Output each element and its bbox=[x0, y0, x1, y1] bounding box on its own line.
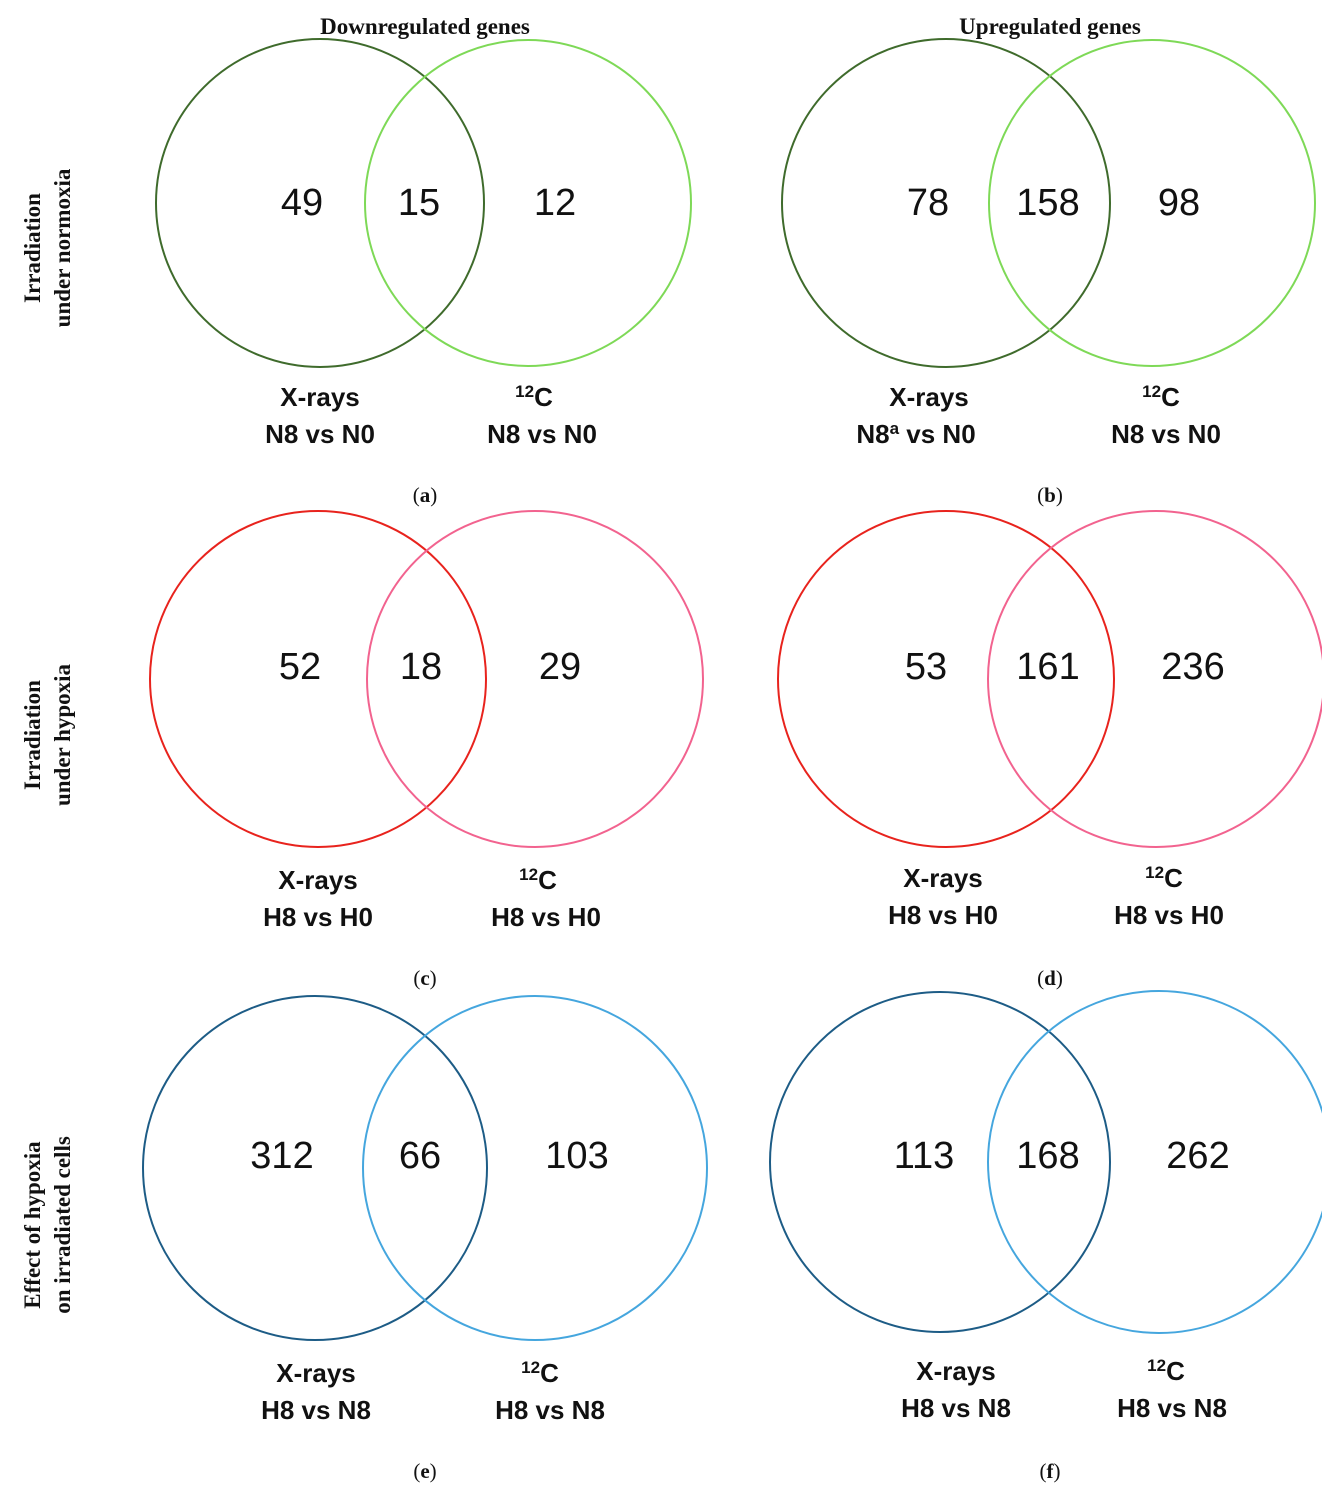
row-label-hypoxia-effect: Effect of hypoxia on irradiated cells bbox=[20, 1136, 75, 1314]
label-carbon-superscript: 12 bbox=[515, 382, 534, 401]
column-title-upregulated: Upregulated genes bbox=[959, 14, 1141, 39]
venn-circle-xrays bbox=[149, 510, 487, 848]
count-carbon-only: 236 bbox=[1161, 646, 1224, 688]
venn-circle-carbon bbox=[366, 510, 704, 848]
label-carbon-superscript: 12 bbox=[521, 1358, 540, 1377]
label-xrays-comparison: H8 vs H0 bbox=[888, 900, 998, 930]
label-xrays-superscript: a bbox=[890, 419, 900, 438]
label-carbon-superscript: 12 bbox=[1142, 382, 1161, 401]
label-xrays: X-rays bbox=[889, 382, 969, 412]
label-carbon: 12C bbox=[1142, 382, 1180, 412]
count-xrays-only: 53 bbox=[905, 646, 947, 688]
label-carbon-comparison: H8 vs N8 bbox=[495, 1395, 605, 1425]
count-overlap: 161 bbox=[1016, 646, 1079, 688]
count-overlap: 15 bbox=[398, 182, 440, 224]
panel-letter-a: (a) bbox=[413, 483, 438, 507]
label-carbon: 12C bbox=[515, 382, 553, 412]
venn-circle-carbon bbox=[362, 995, 708, 1341]
venn-panel-a: 49 15 12 X-rays N8 vs N0 12C N8 vs N0 (a… bbox=[155, 38, 692, 507]
label-xrays: X-rays bbox=[276, 1358, 356, 1388]
row-label-hypoxia-line1: Irradiation bbox=[20, 680, 45, 790]
count-xrays-only: 49 bbox=[281, 182, 323, 224]
label-carbon-superscript: 12 bbox=[1145, 863, 1164, 882]
venn-circle-carbon bbox=[364, 39, 692, 367]
venn-panel-f: 113 168 262 X-rays H8 vs N8 12C H8 vs N8… bbox=[769, 990, 1322, 1483]
count-carbon-only: 262 bbox=[1166, 1135, 1229, 1177]
venn-panel-b: 78 158 98 X-rays N8a vs N0 12C N8 vs N0 … bbox=[781, 38, 1316, 507]
label-carbon: 12C bbox=[519, 865, 557, 895]
label-carbon: 12C bbox=[1145, 863, 1183, 893]
panel-letter-b: (b) bbox=[1037, 483, 1063, 507]
label-carbon-comparison: H8 vs H0 bbox=[491, 902, 601, 932]
venn-panel-d: 53 161 236 X-rays H8 vs H0 12C H8 vs H0 … bbox=[777, 510, 1322, 990]
count-overlap: 168 bbox=[1016, 1135, 1079, 1177]
count-carbon-only: 12 bbox=[534, 182, 576, 224]
count-carbon-only: 103 bbox=[545, 1135, 608, 1177]
panel-letter-d: (d) bbox=[1037, 966, 1063, 990]
count-xrays-only: 78 bbox=[907, 182, 949, 224]
panel-letter-f: (f) bbox=[1040, 1459, 1061, 1483]
count-carbon-only: 98 bbox=[1158, 182, 1200, 224]
label-xrays: X-rays bbox=[278, 865, 358, 895]
label-carbon: 12C bbox=[521, 1358, 559, 1388]
column-title-downregulated: Downregulated genes bbox=[320, 14, 530, 39]
count-overlap: 158 bbox=[1016, 182, 1079, 224]
label-carbon-comparison: H8 vs N8 bbox=[1117, 1393, 1227, 1423]
row-label-hypoxia-effect-line2: on irradiated cells bbox=[50, 1136, 75, 1314]
row-label-hypoxia-effect-line1: Effect of hypoxia bbox=[20, 1141, 45, 1309]
label-xrays: X-rays bbox=[916, 1356, 996, 1386]
row-label-normoxia-line1: Irradiation bbox=[20, 193, 45, 303]
count-xrays-only: 312 bbox=[250, 1135, 313, 1177]
venn-circle-xrays bbox=[781, 38, 1111, 368]
venn-circle-carbon bbox=[987, 990, 1322, 1334]
row-label-hypoxia-line2: under hypoxia bbox=[50, 663, 75, 806]
label-xrays-comparison: N8 vs N0 bbox=[265, 419, 375, 449]
label-xrays-comparison: H8 vs N8 bbox=[261, 1395, 371, 1425]
panel-letter-e: (e) bbox=[413, 1459, 436, 1483]
venn-panel-c: 52 18 29 X-rays H8 vs H0 12C H8 vs H0 (c… bbox=[149, 510, 704, 990]
venn-circle-xrays bbox=[777, 510, 1115, 848]
label-xrays-comparison: N8a vs N0 bbox=[856, 419, 975, 449]
venn-circle-xrays bbox=[142, 995, 488, 1341]
venn-circle-carbon bbox=[987, 510, 1322, 848]
venn-circle-xrays bbox=[155, 38, 485, 368]
venn-circle-carbon bbox=[988, 39, 1316, 367]
count-xrays-only: 52 bbox=[279, 646, 321, 688]
row-label-normoxia: Irradiation under normoxia bbox=[20, 168, 75, 327]
venn-circle-xrays bbox=[769, 991, 1111, 1333]
label-carbon-superscript: 12 bbox=[1147, 1356, 1166, 1375]
label-xrays-comparison: H8 vs H0 bbox=[263, 902, 373, 932]
count-carbon-only: 29 bbox=[539, 646, 581, 688]
venn-panel-e: 312 66 103 X-rays H8 vs N8 12C H8 vs N8 … bbox=[142, 995, 708, 1483]
label-carbon-comparison: N8 vs N0 bbox=[1111, 419, 1221, 449]
count-overlap: 18 bbox=[400, 646, 442, 688]
label-carbon-comparison: H8 vs H0 bbox=[1114, 900, 1224, 930]
panel-letter-c: (c) bbox=[413, 966, 436, 990]
count-overlap: 66 bbox=[399, 1135, 441, 1177]
label-xrays: X-rays bbox=[280, 382, 360, 412]
label-carbon-comparison: N8 vs N0 bbox=[487, 419, 597, 449]
label-carbon-superscript: 12 bbox=[519, 865, 538, 884]
count-xrays-only: 113 bbox=[894, 1135, 955, 1177]
row-label-normoxia-line2: under normoxia bbox=[50, 168, 75, 327]
label-xrays-comparison: H8 vs N8 bbox=[901, 1393, 1011, 1423]
label-xrays: X-rays bbox=[903, 863, 983, 893]
label-carbon: 12C bbox=[1147, 1356, 1185, 1386]
row-label-hypoxia: Irradiation under hypoxia bbox=[20, 663, 75, 806]
